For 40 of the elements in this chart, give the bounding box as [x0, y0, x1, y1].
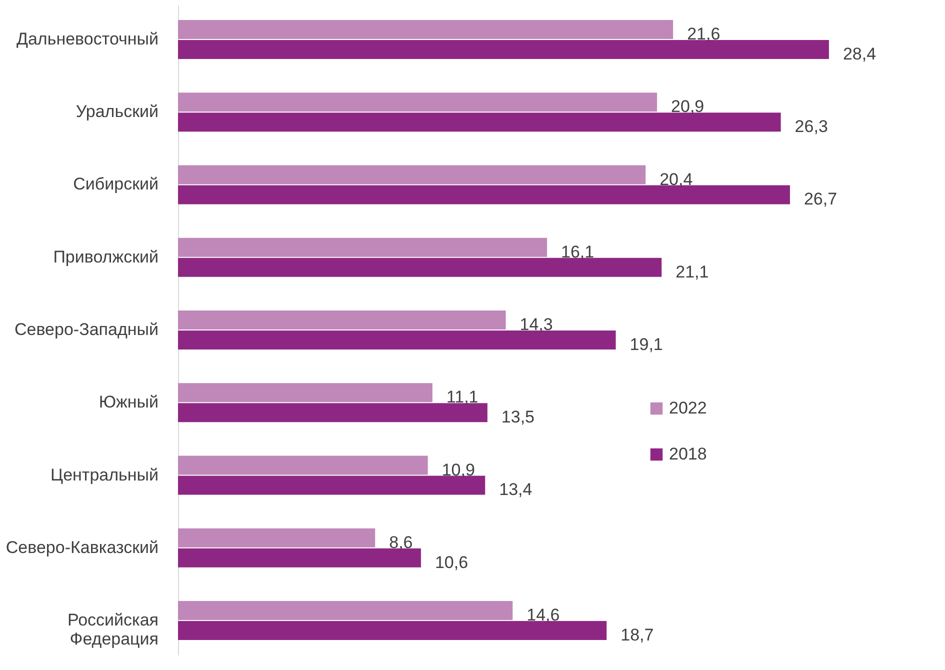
y-tick-label: Приволжский	[53, 247, 158, 266]
y-tick-label: Российская Федерация	[67, 610, 158, 649]
bar	[178, 456, 428, 475]
bar	[178, 92, 658, 112]
data-label: 13,5	[501, 408, 535, 427]
bar	[178, 601, 513, 620]
bar	[178, 528, 376, 548]
bar	[178, 383, 432, 402]
y-tick-label: Дальневосточный	[16, 29, 158, 48]
y-tick-label: Уральский	[76, 102, 158, 122]
data-label: 14,3	[520, 315, 553, 334]
data-label: 20,4	[660, 170, 693, 189]
data-label: 16,1	[561, 242, 594, 262]
data-label: 13,4	[499, 480, 532, 500]
data-label: 20,9	[671, 97, 704, 116]
data-label: 10,9	[442, 460, 475, 480]
y-tick-label: Северо-Западный	[14, 320, 158, 339]
data-label: 8,6	[389, 532, 413, 552]
y-tick-label: Южный	[98, 392, 158, 412]
data-label: 19,1	[630, 334, 663, 354]
data-label: 28,4	[842, 44, 876, 64]
data-label: 21,6	[687, 24, 720, 44]
data-label: 26,7	[804, 190, 838, 209]
y-tick-label: Центральный	[50, 465, 158, 484]
data-label: 21,1	[676, 262, 709, 282]
data-label: 11,1	[446, 388, 478, 407]
y-tick-label: Северо-Кавказский	[6, 538, 158, 557]
y-tick-label: Сибирский	[73, 174, 158, 194]
bar	[178, 112, 781, 132]
data-label: 18,7	[620, 625, 654, 644]
data-label: 26,3	[794, 117, 828, 136]
bar	[178, 403, 488, 422]
data-label: 10,6	[434, 552, 468, 572]
bar	[178, 165, 646, 184]
bar	[178, 238, 548, 257]
bar	[178, 310, 506, 330]
legend-label: 2018	[669, 444, 707, 464]
data-label: 14,6	[526, 606, 560, 625]
bar	[178, 20, 674, 40]
legend-label: 2022	[669, 398, 707, 418]
